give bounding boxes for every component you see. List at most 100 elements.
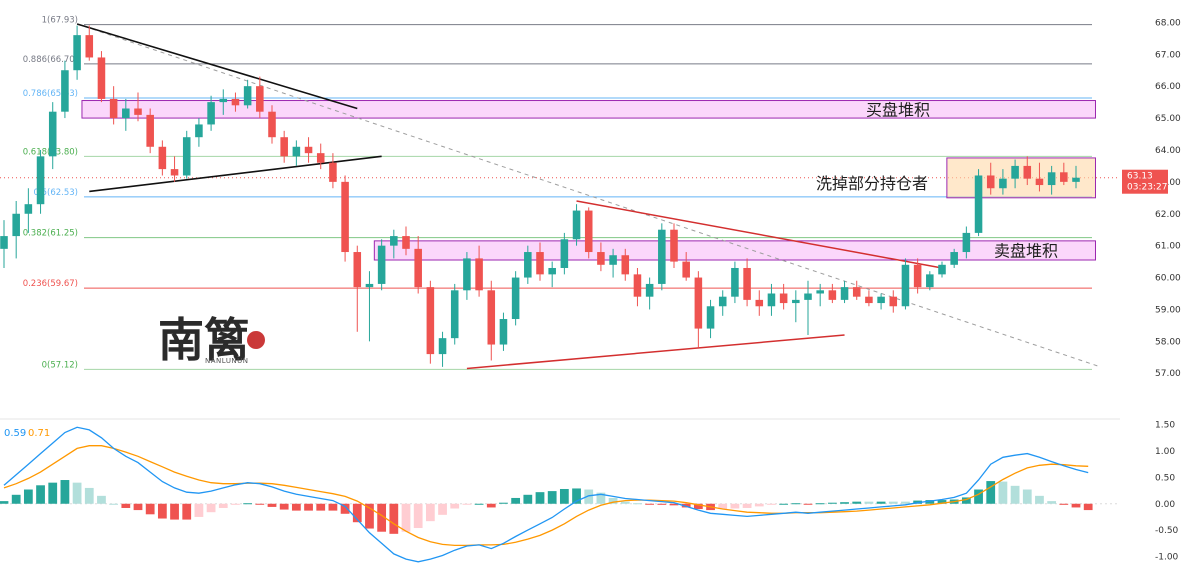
candle-body [840,287,849,300]
price-axis-tick: 64.00 [1155,146,1181,156]
zone-box [373,240,1096,261]
candle-body [207,102,215,125]
macd-histogram-bar [462,503,472,505]
macd-histogram-bar [620,501,630,504]
macd-axis-tick: 1.50 [1155,421,1175,431]
candle-body [268,111,276,138]
macd-histogram-bar [145,503,155,515]
macd-axis-tick: 0.50 [1155,473,1175,483]
candle-body [390,236,398,246]
macd-histogram-bar [961,497,971,504]
macd-histogram-bar [572,488,581,504]
candle-body [24,204,33,214]
macd-histogram-bar [182,503,192,520]
macd-histogram-bar [291,503,301,511]
macd-histogram-bar [511,497,521,504]
macd-histogram-bar [243,503,253,505]
candle-body [792,299,800,304]
macd-histogram-bar [389,503,399,534]
macd-histogram-bar [36,485,45,504]
price-axis-tick: 60.00 [1155,274,1181,284]
candle-body [353,252,362,288]
price-axis[interactable]: 68.00 67.00 66.00 65.00 64.00 63.00 62.00 61.00… [1155,18,1181,379]
macd-histogram-bar [901,501,910,504]
macd-histogram-bar [377,503,387,532]
macd-histogram-bar [742,503,752,508]
candle-body [560,239,569,268]
macd-histogram-bar [23,489,33,504]
candle-body [865,296,873,304]
candle-body [450,290,459,339]
candle-body [36,156,45,205]
candle-body [329,162,337,182]
fib-level-label: 1(67.93) [42,16,78,26]
candle-body [755,299,764,307]
macd-histogram-bar [474,503,484,505]
macd-histogram-bar [827,502,837,504]
candle-body [438,338,447,355]
price-axis-tick: 59.00 [1155,305,1181,315]
macd-histogram-bar [206,503,216,513]
fib-level-label: 0.382(61.25) [23,229,78,239]
macd-histogram-bar [1047,501,1057,504]
macd-value: 0.59 [4,428,26,439]
candle-body [134,108,142,115]
macd-histogram-bar [425,503,435,522]
candle-body [974,175,983,233]
macd-histogram-bar [121,503,131,508]
macd-histogram-bar [888,501,898,504]
candle-body [682,261,690,278]
macd-histogram-bar [231,503,240,505]
candle-body [0,236,8,249]
macd-histogram-bar [170,503,179,520]
macd-histogram-bar [340,503,350,514]
macd-histogram-bar [925,500,935,504]
price-axis-tick: 67.00 [1155,50,1181,60]
macd-histogram-bar [998,481,1008,504]
macd-line [3,426,1089,563]
macd-axis-tick: 0.00 [1155,500,1175,510]
macd-histogram-bar [109,503,119,505]
price-axis-tick: 62.00 [1155,210,1181,220]
candle-body [877,296,885,304]
candle-body [852,287,861,297]
macd-histogram [0,480,1093,534]
candle-body [597,252,605,265]
macd-histogram-bar [669,503,679,506]
price-axis-tick: 65.00 [1155,114,1181,124]
macd-histogram-bar [584,489,594,504]
candle-body [195,124,203,138]
macd-histogram-bar [194,503,204,517]
candle-body [487,290,496,345]
candle-body [73,35,81,71]
macd-histogram-bar [304,503,313,511]
candle-body [243,86,252,106]
candle-body [670,229,678,262]
macd-histogram-bar [779,503,789,505]
macd-histogram-bar [438,503,447,515]
candle-body [280,137,288,157]
candle-body [1060,172,1068,182]
candle-body [548,267,556,275]
fibonacci-retracement[interactable]: 1(67.93)0.886(66.70)0.786(65.63)0.618(63… [23,16,1092,371]
price-axis-tick: 61.00 [1155,242,1181,252]
candle-body [901,264,910,307]
macd-histogram-bar [72,482,82,504]
upper-wedge-line [76,23,358,110]
zone-box [946,157,1096,199]
macd-histogram-bar [267,503,277,507]
macd-axis[interactable]: 1.50 1.00 0.50 0.00 -0.50 -1.00 [1155,421,1179,563]
macd-histogram-bar [499,502,508,504]
fib-level-label: 0.236(59.67) [23,279,78,289]
candle-body [12,213,20,237]
macd-histogram-bar [413,503,423,529]
macd-histogram-bar [450,503,460,509]
macd-legend: 0.59 0.71 [4,428,50,439]
candle-body [1047,172,1056,186]
watermark-logo-subtext: NANLUNUN [205,357,249,365]
candle-body [292,146,301,157]
macd-histogram-bar [157,503,167,519]
candle-body [779,293,788,304]
candle-body [913,264,922,288]
